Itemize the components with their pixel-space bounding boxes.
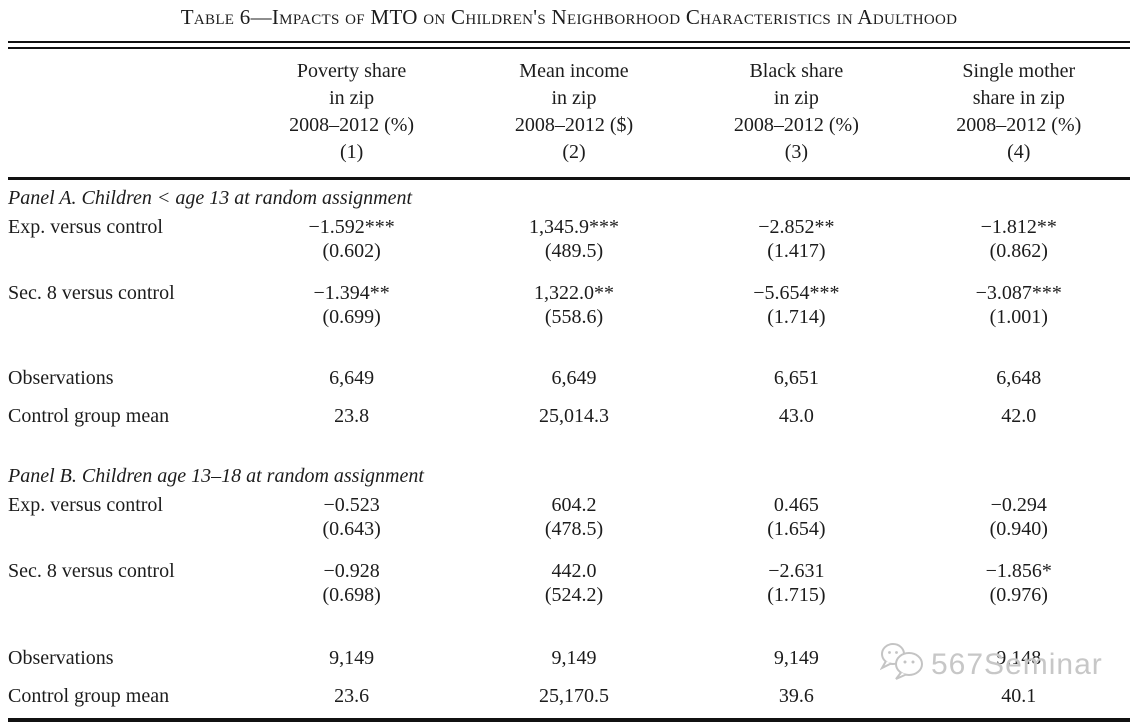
table-title: Table 6—Impacts of MTO on Children's Nei… — [180, 5, 958, 29]
column-header-line: Single mother — [962, 60, 1076, 82]
row-label-exp-versus-control: Exp. versus control — [8, 216, 163, 238]
cell-se: (0.698) — [322, 584, 381, 606]
cell-se: (1.654) — [767, 518, 826, 540]
column-header-line: Poverty share — [296, 60, 407, 82]
table-row: Exp. versus control −0.523 (0.643) 604.2(… — [8, 488, 1130, 554]
column-header-mean-income: Mean income in zip 2008–2012 ($) (2) — [462, 49, 686, 180]
row-label-sec8-versus-control: Sec. 8 versus control — [8, 560, 175, 582]
cell-se: (0.940) — [989, 518, 1048, 540]
cell-value: −0.928 — [323, 560, 380, 582]
row-label-control-group-mean: Control group mean — [8, 405, 170, 427]
observations-row: Observations 9,149 9,149 9,149 9,148 — [8, 646, 1130, 671]
spacer-row — [8, 620, 1130, 646]
cell-value: −0.523 — [323, 494, 380, 516]
cell-observations: 9,149 — [773, 647, 819, 669]
row-label-observations: Observations — [8, 367, 114, 389]
cell-se: (478.5) — [544, 518, 604, 540]
cell-value: 442.0 — [551, 560, 597, 582]
cell-se: (1.715) — [767, 584, 826, 606]
column-header-line: 2008–2012 ($) — [514, 114, 634, 136]
cell-value: −1.856* — [985, 560, 1052, 582]
column-number: (4) — [1007, 141, 1031, 163]
observations-row: Observations 6,649 6,649 6,651 6,648 — [8, 366, 1130, 391]
cell-observations: 9,149 — [551, 647, 597, 669]
cell-observations: 6,649 — [551, 367, 597, 389]
cell-control-mean: 43.0 — [778, 405, 814, 427]
cell-control-mean: 23.8 — [334, 405, 370, 427]
column-header-line: share in zip — [972, 87, 1065, 109]
cell-control-mean: 39.6 — [778, 685, 814, 707]
cell-se: (0.643) — [322, 518, 381, 540]
cell-control-mean: 42.0 — [1001, 405, 1037, 427]
cell-value: −1.592*** — [308, 216, 395, 238]
row-label-control-group-mean: Control group mean — [8, 685, 170, 707]
cell-se: (0.976) — [989, 584, 1048, 606]
cell-se: (0.862) — [989, 240, 1048, 262]
cell-value: 0.465 — [773, 494, 819, 516]
cell-se: (0.699) — [322, 306, 381, 328]
cell-se: (0.602) — [322, 240, 381, 262]
cell-control-mean: 40.1 — [1001, 685, 1037, 707]
cell-value: 1,322.0** — [533, 282, 614, 304]
column-header-line: 2008–2012 (%) — [289, 114, 415, 136]
cell-control-mean: 25,014.3 — [538, 405, 609, 427]
cell-value: 604.2 — [551, 494, 597, 516]
panel-a-heading: Panel A. Children < age 13 at random ass… — [8, 187, 413, 209]
cell-se: (558.6) — [544, 306, 604, 328]
column-number: (2) — [562, 141, 586, 163]
cell-se: (1.001) — [989, 306, 1048, 328]
spacer-row — [8, 429, 1130, 458]
column-header-line: in zip — [329, 87, 375, 109]
results-table: Poverty share in zip 2008–2012 (%) (1) M… — [8, 49, 1130, 709]
table-row: Sec. 8 versus control −0.928 (0.698) 442.… — [8, 554, 1130, 620]
cell-control-mean: 23.6 — [334, 685, 370, 707]
column-number: (3) — [784, 141, 809, 163]
column-header-line: 2008–2012 (%) — [733, 114, 859, 136]
table-row: Sec. 8 versus control −1.394** (0.699) 1,… — [8, 276, 1130, 342]
column-header-poverty-share: Poverty share in zip 2008–2012 (%) (1) — [240, 49, 463, 180]
cell-value: −2.852** — [758, 216, 835, 238]
cell-observations: 6,648 — [996, 367, 1042, 389]
cell-se: (489.5) — [544, 240, 604, 262]
column-number: (1) — [339, 141, 364, 163]
bottom-rule — [8, 718, 1130, 722]
column-header-line: Mean income — [519, 60, 629, 82]
control-mean-row: Control group mean 23.8 25,014.3 43.0 42… — [8, 391, 1130, 429]
cell-value: −1.394** — [313, 282, 390, 304]
cell-value: −5.654*** — [753, 282, 840, 304]
cell-value: 1,345.9*** — [528, 216, 619, 238]
cell-value: −1.812** — [980, 216, 1057, 238]
panel-b-heading: Panel B. Children age 13–18 at random as… — [8, 465, 424, 487]
row-label-exp-versus-control: Exp. versus control — [8, 494, 163, 516]
panel-a-heading-row: Panel A. Children < age 13 at random ass… — [8, 179, 1130, 211]
control-mean-row: Control group mean 23.6 25,170.5 39.6 40… — [8, 671, 1130, 709]
cell-se: (524.2) — [544, 584, 604, 606]
top-double-rule — [8, 41, 1130, 49]
column-header-line: 2008–2012 (%) — [956, 114, 1082, 136]
column-header-line: Black share — [749, 60, 844, 82]
header-row-label-spacer — [8, 49, 241, 180]
column-header-single-mother-share: Single mother share in zip 2008–2012 (%)… — [907, 49, 1130, 180]
column-header-line: in zip — [773, 87, 819, 109]
row-label-observations: Observations — [8, 647, 114, 669]
table-row: Exp. versus control −1.592*** (0.602) 1,3… — [8, 210, 1130, 276]
cell-control-mean: 25,170.5 — [538, 685, 609, 707]
spacer-row — [8, 342, 1130, 366]
column-header-line: in zip — [551, 87, 597, 109]
cell-observations: 9,149 — [329, 647, 375, 669]
cell-value: −0.294 — [990, 494, 1047, 516]
panel-b-heading-row: Panel B. Children age 13–18 at random as… — [8, 458, 1130, 488]
column-header-black-share: Black share in zip 2008–2012 (%) (3) — [685, 49, 908, 180]
table-header: Poverty share in zip 2008–2012 (%) (1) M… — [8, 49, 1130, 180]
cell-observations: 6,649 — [329, 367, 375, 389]
cell-observations: 9,148 — [996, 647, 1042, 669]
cell-value: −3.087*** — [975, 282, 1062, 304]
cell-value: −2.631 — [768, 560, 825, 582]
row-label-sec8-versus-control: Sec. 8 versus control — [8, 282, 175, 304]
cell-se: (1.714) — [767, 306, 826, 328]
cell-se: (1.417) — [767, 240, 826, 262]
cell-observations: 6,651 — [773, 367, 819, 389]
